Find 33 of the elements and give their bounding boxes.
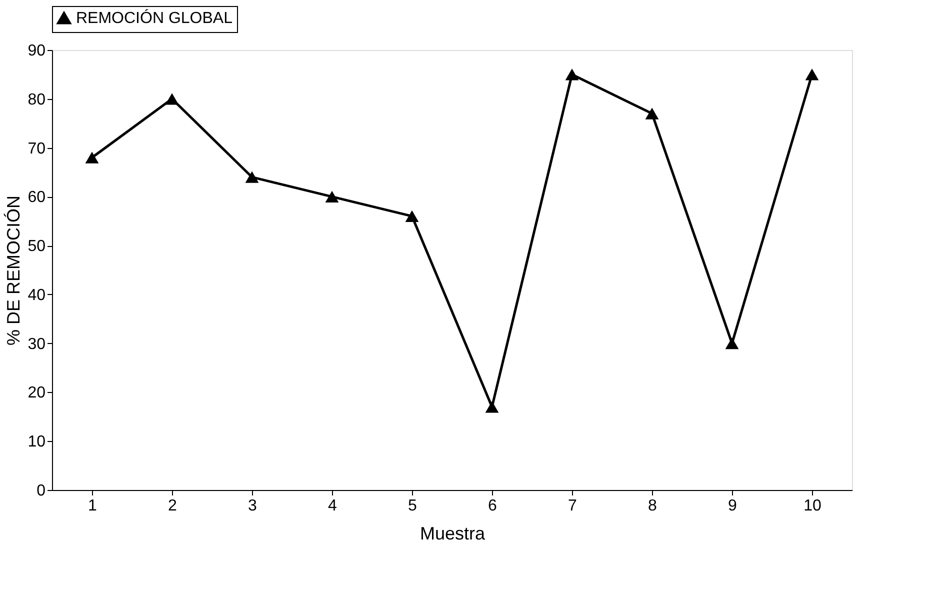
point (165, 93, 179, 105)
x-tick-label: 7 (568, 498, 578, 514)
x-tick-label: 6 (488, 498, 498, 514)
y-tick-label: 10 (28, 434, 46, 451)
point (245, 171, 259, 183)
point (85, 152, 99, 164)
x-tick-label: 2 (168, 498, 178, 514)
point (485, 401, 499, 413)
x-tick-label: 3 (248, 498, 258, 514)
point (565, 68, 579, 80)
y-axis-title: % DE REMOCIÓN (4, 195, 24, 346)
x-tick-label: 10 (804, 498, 822, 514)
point (325, 190, 339, 202)
y-tick-label: 60 (28, 189, 46, 206)
y-tick-label: 0 (36, 482, 46, 500)
point (725, 338, 739, 350)
x-tick-label: 4 (328, 498, 338, 514)
y-tick-label: 40 (28, 286, 46, 304)
x-tick-label: 5 (408, 498, 418, 514)
point (405, 210, 419, 222)
y-tick-label: 50 (28, 238, 46, 256)
x-tick-label: 8 (648, 498, 658, 514)
point (645, 108, 659, 120)
point (805, 68, 819, 80)
legend-label: REMOCIÓN GLOBAL (76, 9, 233, 27)
x-tick-label: 1 (88, 498, 98, 514)
y-tick-label: 80 (28, 91, 46, 108)
y-tick-label: 20 (28, 384, 46, 402)
y-tick-label: 90 (28, 42, 46, 60)
y-tick-label: 70 (28, 140, 46, 158)
x-axis-title: Muestra (420, 524, 486, 544)
x-tick-label: 9 (728, 498, 738, 514)
y-tick-label: 30 (28, 336, 46, 353)
